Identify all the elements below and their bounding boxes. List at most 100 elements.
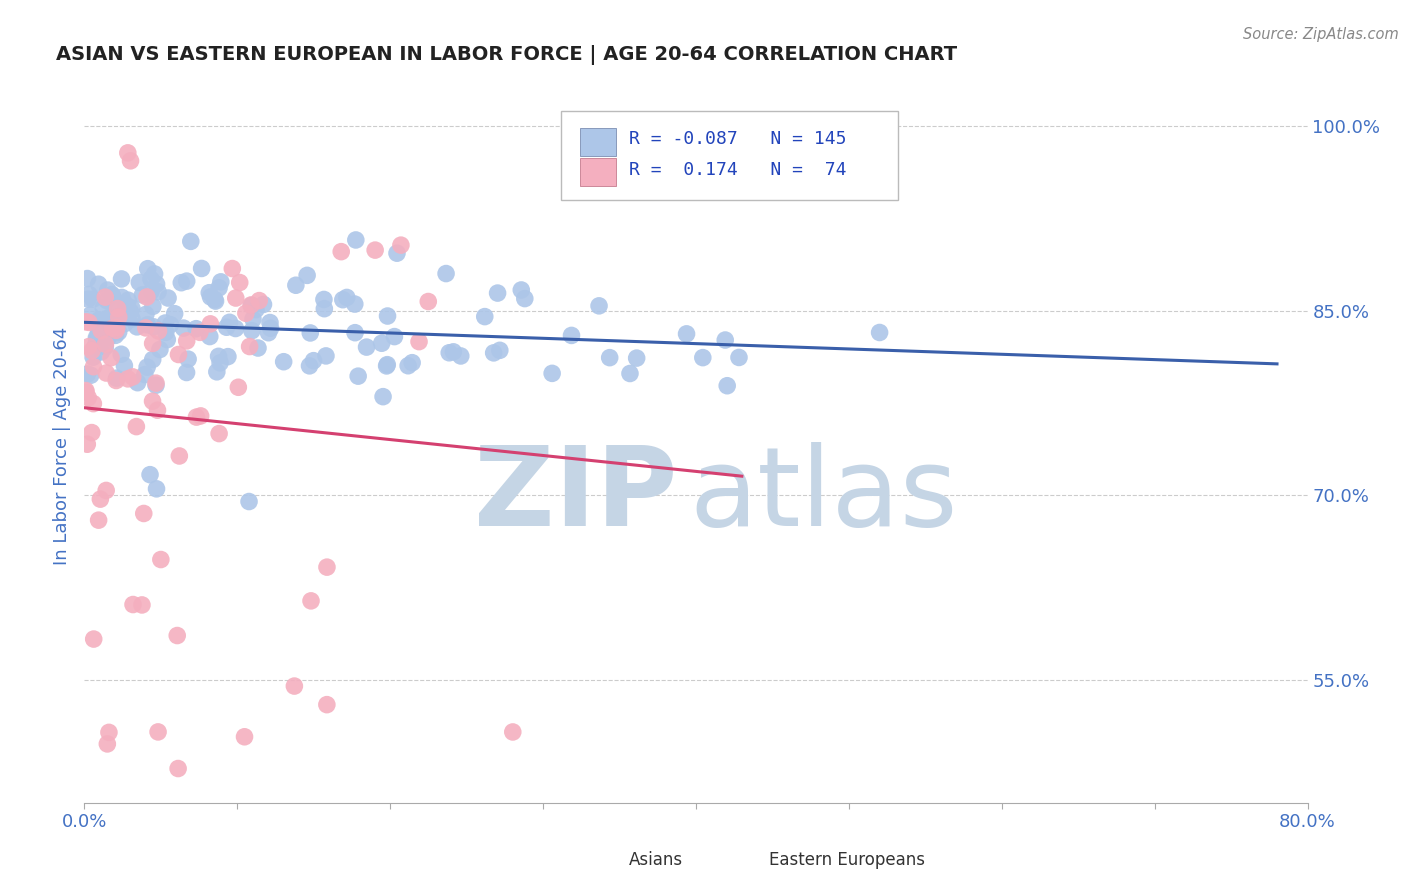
Point [336, 290, 359, 304]
Point [714, 333, 737, 347]
Point [208, 281, 231, 295]
Point [101, 289, 124, 303]
Point [96, 366, 118, 380]
Point [315, 349, 337, 363]
Point [107, 310, 129, 324]
Point [117, 293, 139, 308]
Point [82, 350, 104, 364]
Point [167, 762, 190, 776]
Point [344, 233, 367, 247]
Point [75, 384, 97, 398]
Point [188, 326, 211, 340]
Point [242, 312, 264, 326]
Point [96, 483, 118, 498]
Bar [579, 159, 616, 186]
Point [127, 376, 149, 390]
Point [204, 294, 226, 309]
Point [716, 378, 738, 392]
Point [107, 301, 129, 316]
Point [77, 340, 100, 354]
Point [396, 359, 419, 373]
Point [233, 730, 256, 744]
Point [121, 301, 143, 315]
Point [125, 319, 148, 334]
Point [177, 352, 200, 367]
Point [87, 324, 110, 338]
Point [107, 325, 129, 339]
Point [87, 313, 110, 327]
Point [121, 312, 143, 326]
Point [619, 367, 641, 381]
Point [257, 326, 280, 340]
Point [131, 598, 153, 612]
Point [86, 332, 108, 346]
Point [83, 632, 105, 646]
Point [142, 299, 165, 313]
Point [131, 288, 153, 302]
Point [675, 326, 697, 341]
Point [221, 261, 243, 276]
Point [149, 552, 172, 566]
Point [94, 340, 117, 354]
Point [128, 276, 150, 290]
Point [142, 352, 165, 367]
Point [76, 367, 98, 381]
Point [105, 320, 128, 334]
Point [225, 291, 247, 305]
Point [77, 315, 100, 329]
Point [156, 333, 179, 347]
Point [180, 235, 202, 249]
Point [111, 290, 134, 304]
Point [80, 368, 103, 383]
Point [82, 292, 104, 306]
Point [90, 344, 112, 359]
Point [186, 410, 208, 425]
Point [200, 290, 222, 304]
FancyBboxPatch shape [561, 111, 898, 200]
Point [87, 277, 110, 292]
Point [218, 315, 240, 329]
Point [259, 321, 281, 335]
Point [143, 267, 166, 281]
Point [401, 356, 423, 370]
Point [105, 323, 128, 337]
Point [96, 737, 118, 751]
Point [229, 276, 252, 290]
Point [120, 153, 142, 168]
Point [146, 725, 169, 739]
Point [299, 594, 322, 608]
Point [375, 358, 398, 372]
Point [173, 321, 195, 335]
Point [105, 371, 128, 385]
Point [384, 329, 406, 343]
Point [408, 334, 430, 349]
Point [488, 343, 510, 358]
Point [316, 560, 339, 574]
Point [377, 309, 399, 323]
Point [91, 301, 114, 315]
Text: Eastern Europeans: Eastern Europeans [769, 851, 925, 869]
Point [94, 290, 117, 304]
Point [97, 311, 120, 326]
Point [247, 293, 270, 308]
Point [184, 322, 207, 336]
Point [136, 261, 159, 276]
Text: Source: ZipAtlas.com: Source: ZipAtlas.com [1243, 27, 1399, 42]
Point [159, 318, 181, 332]
Point [347, 369, 370, 384]
Point [135, 321, 157, 335]
Text: Asians: Asians [628, 851, 683, 869]
Point [240, 324, 263, 338]
Point [298, 359, 321, 373]
Point [314, 301, 336, 316]
Point [176, 366, 198, 380]
Point [170, 276, 193, 290]
Point [145, 376, 167, 391]
Point [96, 293, 118, 308]
Point [104, 302, 127, 317]
Point [450, 349, 472, 363]
Point [86, 330, 108, 344]
Point [142, 336, 165, 351]
Point [599, 351, 621, 365]
Point [125, 419, 148, 434]
